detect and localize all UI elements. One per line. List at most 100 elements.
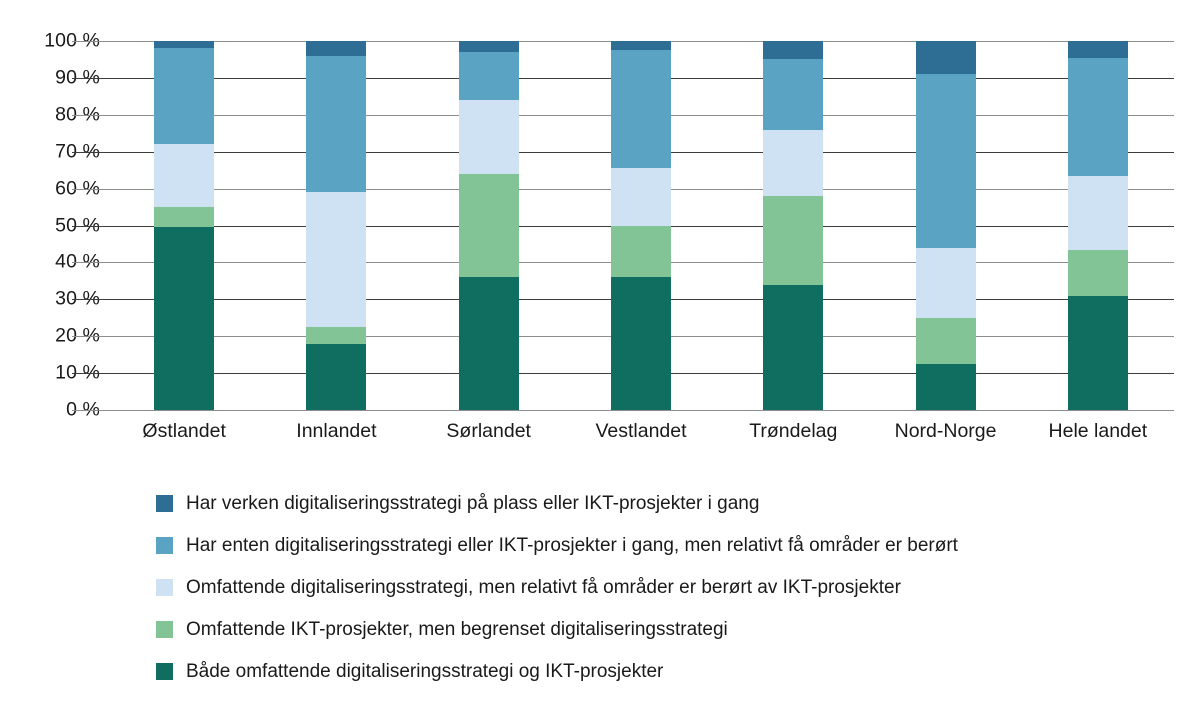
bar-segment[interactable] bbox=[1067, 41, 1128, 58]
legend-label: Har enten digitaliseringsstrategi eller … bbox=[186, 534, 958, 556]
y-tick-label: 20 % bbox=[55, 324, 100, 347]
x-axis-label: Vestlandet bbox=[595, 420, 687, 442]
legend-item[interactable]: Omfattende IKT-prosjekter, men begrenset… bbox=[156, 608, 1156, 650]
bar-stack bbox=[763, 41, 824, 410]
bar-group[interactable] bbox=[458, 41, 519, 410]
y-tickmark bbox=[72, 225, 108, 227]
bar-segment[interactable] bbox=[458, 41, 519, 53]
bar-segment[interactable] bbox=[154, 207, 215, 228]
bar-segment[interactable] bbox=[458, 52, 519, 101]
bar-segment[interactable] bbox=[763, 59, 824, 130]
bar-segment[interactable] bbox=[915, 41, 976, 75]
bar-segment[interactable] bbox=[306, 343, 367, 410]
legend-item[interactable]: Har verken digitaliseringsstrategi på pl… bbox=[156, 482, 1156, 524]
bar-group[interactable] bbox=[154, 41, 215, 410]
legend-label: Har verken digitaliseringsstrategi på pl… bbox=[186, 492, 760, 514]
legend-swatch-icon bbox=[156, 620, 173, 638]
y-tickmark bbox=[72, 188, 108, 190]
y-tickmark bbox=[72, 77, 108, 79]
bar-segment[interactable] bbox=[1067, 249, 1128, 296]
bar-segment[interactable] bbox=[154, 227, 215, 410]
bar-stack bbox=[306, 41, 367, 410]
bar-segment[interactable] bbox=[306, 327, 367, 344]
y-tickmark bbox=[72, 410, 108, 411]
bar-segment[interactable] bbox=[154, 41, 215, 49]
bar-stack bbox=[915, 41, 976, 410]
legend-item[interactable]: Omfattende digitaliseringsstrategi, men … bbox=[156, 566, 1156, 608]
bar-group[interactable] bbox=[915, 41, 976, 410]
bar-stack bbox=[1067, 41, 1128, 410]
bar-segment[interactable] bbox=[611, 41, 671, 51]
x-axis-label: Trøndelag bbox=[749, 420, 838, 442]
bar-segment[interactable] bbox=[611, 277, 671, 410]
legend-item[interactable]: Har enten digitaliseringsstrategi eller … bbox=[156, 524, 1156, 566]
bar-segment[interactable] bbox=[1067, 57, 1128, 176]
y-tick-label: 0 % bbox=[66, 398, 100, 421]
y-tick-label: 50 % bbox=[55, 214, 100, 236]
legend-swatch-icon bbox=[156, 494, 173, 512]
bar-segment[interactable] bbox=[763, 41, 824, 60]
bar-group[interactable] bbox=[1067, 41, 1128, 410]
bar-segment[interactable] bbox=[611, 168, 671, 226]
legend-item[interactable]: Både omfattende digitaliseringsstrategi … bbox=[156, 650, 1156, 692]
legend-swatch-icon bbox=[156, 578, 173, 596]
y-axis: 0 % 10 % 20 % 30 % 40 % 50 % 60 % 70 % 80 % 90 % 1… bbox=[18, 30, 100, 421]
bar-group[interactable] bbox=[306, 41, 367, 410]
y-tickmark bbox=[72, 262, 108, 264]
chart-legend: Har verken digitaliseringsstrategi på pl… bbox=[156, 482, 1156, 692]
x-axis-label: Hele landet bbox=[1048, 420, 1148, 442]
bars-layer bbox=[108, 41, 1174, 410]
bar-segment[interactable] bbox=[458, 277, 519, 410]
bar-stack bbox=[154, 41, 215, 410]
y-tick-label: 60 % bbox=[55, 177, 100, 200]
bar-group[interactable] bbox=[763, 41, 824, 410]
y-tick-label: 70 % bbox=[55, 140, 100, 163]
bar-group[interactable] bbox=[611, 41, 671, 410]
y-tick-label: 10 % bbox=[55, 361, 100, 384]
legend-swatch-icon bbox=[156, 662, 173, 680]
y-tick-label: 90 % bbox=[55, 66, 100, 89]
legend-label: Omfattende IKT-prosjekter, men begrenset… bbox=[186, 618, 728, 640]
legend-label: Omfattende digitaliseringsstrategi, men … bbox=[186, 576, 901, 598]
bar-segment[interactable] bbox=[1067, 175, 1128, 250]
bar-segment[interactable] bbox=[458, 100, 519, 174]
legend-swatch-icon bbox=[156, 536, 173, 554]
bar-stack bbox=[611, 41, 671, 410]
gridline bbox=[108, 410, 1174, 411]
bar-segment[interactable] bbox=[915, 74, 976, 248]
y-tick-label: 80 % bbox=[55, 103, 100, 126]
x-axis-label: Østlandet bbox=[142, 420, 226, 442]
bar-segment[interactable] bbox=[154, 48, 215, 145]
bar-segment[interactable] bbox=[763, 129, 824, 196]
y-tick-label: 30 % bbox=[55, 287, 100, 310]
bar-segment[interactable] bbox=[154, 144, 215, 208]
bar-segment[interactable] bbox=[915, 247, 976, 318]
bar-segment[interactable] bbox=[306, 55, 367, 193]
bar-segment[interactable] bbox=[915, 317, 976, 364]
bar-segment[interactable] bbox=[763, 284, 824, 410]
bar-segment[interactable] bbox=[306, 41, 367, 56]
y-tickmark bbox=[72, 151, 108, 153]
y-tick-label: 40 % bbox=[55, 250, 100, 273]
y-tickmark bbox=[72, 299, 108, 301]
bar-segment[interactable] bbox=[763, 196, 824, 285]
y-tickmark bbox=[72, 114, 108, 116]
legend-label: Både omfattende digitaliseringsstrategi … bbox=[186, 660, 664, 682]
x-axis-label: Innlandet bbox=[296, 420, 377, 442]
bar-segment[interactable] bbox=[306, 192, 367, 327]
bar-segment[interactable] bbox=[611, 225, 671, 278]
bar-segment[interactable] bbox=[458, 173, 519, 278]
bar-segment[interactable] bbox=[611, 50, 671, 169]
bar-segment[interactable] bbox=[915, 363, 976, 410]
y-tick-label: 100 % bbox=[44, 29, 100, 52]
bar-stack bbox=[458, 41, 519, 410]
plot-area: 0 % 10 % 20 % 30 % 40 % 50 % 60 % 70 % 80 % 90 % 1… bbox=[18, 30, 1174, 454]
bar-segment[interactable] bbox=[1067, 295, 1128, 410]
x-axis-labels: Østlandet Innlandet Sørlandet Vestlandet Trø… bbox=[108, 420, 1174, 454]
x-axis-label: Nord-Norge bbox=[894, 420, 997, 442]
y-tickmark bbox=[72, 41, 108, 42]
x-axis-label: Sørlandet bbox=[446, 420, 531, 442]
y-tickmark bbox=[72, 373, 108, 375]
y-tickmark bbox=[72, 336, 108, 338]
